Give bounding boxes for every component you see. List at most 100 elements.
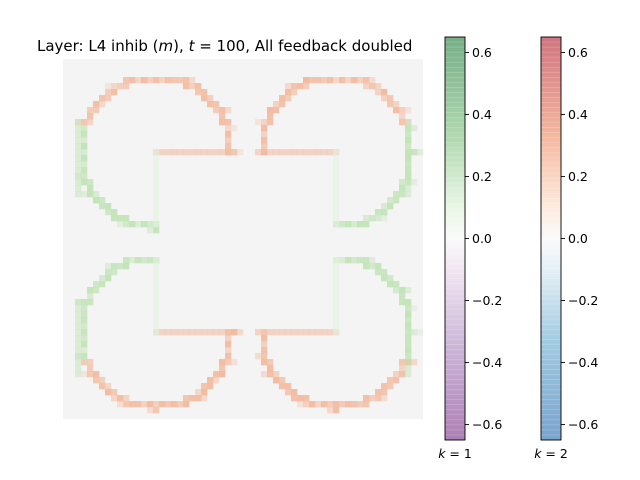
heatmap-cell [111,389,118,396]
heatmap-cell [165,329,172,336]
heatmap-cell [369,263,376,270]
heatmap-cell [219,359,226,366]
heatmap-cell [261,143,268,150]
heatmap-cell [375,89,382,96]
heatmap-cell [369,257,376,264]
heatmap-cell [81,359,88,366]
heatmap-cell [363,221,370,228]
heatmap-cell [75,365,82,372]
heatmap-cell [255,119,262,126]
heatmap-cell [81,311,88,318]
heatmap-cell [147,77,154,84]
heatmap-cell [393,287,400,294]
heatmap-cell [87,191,94,198]
heatmap-cell [207,149,214,156]
heatmap-cell [87,359,94,366]
heatmap-cell [87,179,94,186]
heatmap-cell [153,293,160,300]
heatmap-cell [405,137,412,144]
heatmap-cell [333,281,340,288]
heatmap-cell [381,383,388,390]
heatmap-cell [333,155,340,162]
heatmap-cell [93,281,100,288]
heatmap-cell [321,401,328,408]
heatmap-cell [165,401,172,408]
heatmap-cell [363,83,370,90]
heatmap-cell [213,149,220,156]
heatmap-cell [261,119,268,126]
heatmap-cell [381,95,388,102]
colorbar-tick-label: 0.4 [472,107,492,122]
heatmap-cell [105,209,112,216]
heatmap-cell [123,401,130,408]
heatmap-cell [381,275,388,282]
heatmap-cell [201,395,208,402]
heatmap-cell [225,341,232,348]
heatmap-cell [99,275,106,282]
heatmap-cell [81,149,88,156]
heatmap-cell [351,221,358,228]
heatmap-cell [87,113,94,120]
heatmap-cell [393,371,400,378]
heatmap-cell [405,287,412,294]
heatmap-cell [93,287,100,294]
heatmap-cell [297,329,304,336]
heatmap-cell [279,377,286,384]
heatmap-cell [333,185,340,192]
heatmap-cell [399,293,406,300]
heatmap-cell [357,77,364,84]
heatmap-cell [153,299,160,306]
heatmap-cell [333,323,340,330]
heatmap-cell [405,179,412,186]
heatmap-cell [375,209,382,216]
heatmap-cell [153,311,160,318]
heatmap-cell [375,215,382,222]
heatmap-cell [327,329,334,336]
heatmap-cell [171,329,178,336]
colorbar-tick-label: 0.2 [472,169,492,184]
heatmap-cell [93,107,100,114]
colorbar-k2: 0.6 0.4 0.2 0.0 −0.2 −0.4 −0.6 k = 2 [534,36,598,461]
colorbar-tick-label: −0.6 [568,417,598,432]
heatmap-cell [81,299,88,306]
colorbar-k1-gradient [445,37,465,440]
heatmap-cell [261,341,268,348]
heatmap-cell [75,143,82,150]
heatmap-cell [291,389,298,396]
heatmap-cell [387,101,394,108]
heatmap-cell [207,383,214,390]
heatmap-cell [81,179,88,186]
heatmap-cell [177,329,184,336]
colorbar-tick-label: −0.4 [568,355,598,370]
heatmap-cell [297,401,304,408]
heatmap-cell [333,77,340,84]
heatmap-cell [417,149,424,156]
heatmap-cell [153,263,160,270]
heatmap-cell [123,77,130,84]
heatmap-cell [405,323,412,330]
heatmap-cell [285,149,292,156]
heatmap-cell [381,209,388,216]
heatmap-cell [111,83,118,90]
heatmap-cell [135,401,142,408]
chart-title: Layer: L4 inhib (m), t = 100, All feedba… [37,37,412,55]
heatmap-cell [219,371,226,378]
heatmap-cell [153,401,160,408]
heatmap-cell [75,137,82,144]
heatmap-cell [333,215,340,222]
colorbar-tick-label: 0.0 [568,231,588,246]
heatmap-cell [399,119,406,126]
heatmap-cell [399,191,406,198]
heatmap-cell [393,197,400,204]
heatmap-cell [183,395,190,402]
heatmap-cell [75,317,82,324]
heatmap-cell [93,377,100,384]
heatmap-cell [303,329,310,336]
heatmap-cell [333,149,340,156]
heatmap-cell [81,143,88,150]
colorbar-tick-label: 0.6 [568,45,588,60]
heatmap-cell [105,89,112,96]
heatmap-cell [129,257,136,264]
heatmap-cell [315,329,322,336]
heatmap-cell [153,269,160,276]
